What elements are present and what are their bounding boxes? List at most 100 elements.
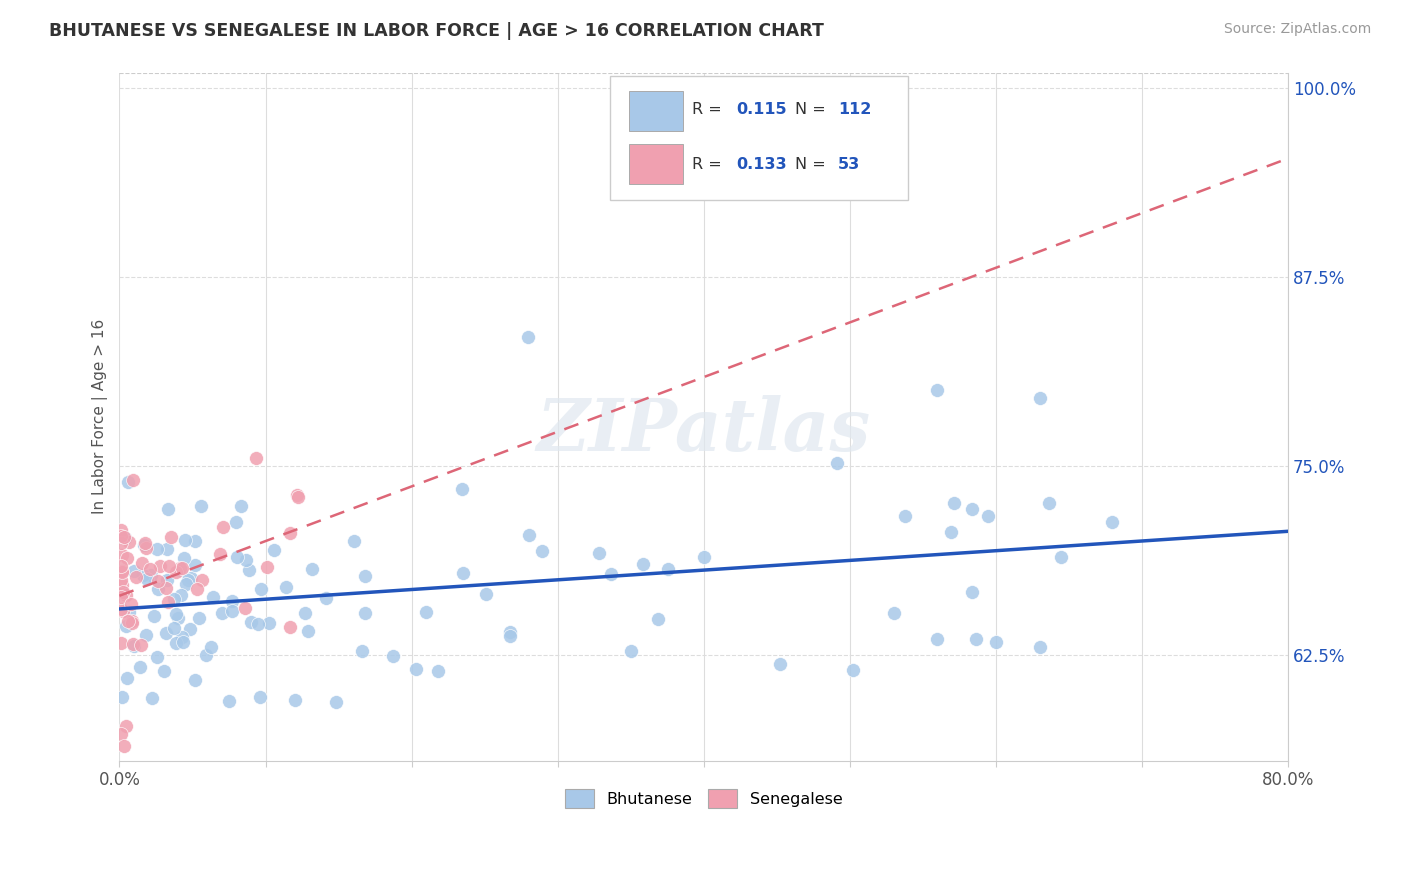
Point — [925, 632, 948, 647]
Point — [135, 628, 157, 642]
Point — [186, 582, 208, 596]
Point — [110, 523, 132, 537]
Point — [939, 525, 962, 540]
Text: ZIPatlas: ZIPatlas — [537, 395, 870, 467]
Point — [475, 587, 498, 601]
Point — [163, 621, 186, 635]
Point — [600, 566, 623, 581]
Point — [135, 541, 157, 556]
Point — [285, 487, 308, 501]
Text: Source: ZipAtlas.com: Source: ZipAtlas.com — [1223, 22, 1371, 37]
Point — [986, 635, 1008, 649]
Point — [195, 648, 218, 663]
Point — [1038, 496, 1060, 510]
Point — [200, 640, 222, 655]
Point — [110, 573, 132, 587]
Text: 112: 112 — [838, 102, 872, 117]
Point — [517, 527, 540, 541]
Point — [184, 558, 207, 573]
Point — [179, 622, 201, 636]
Point — [588, 545, 610, 559]
Point — [451, 566, 474, 581]
Point — [121, 473, 143, 487]
Point — [170, 562, 193, 576]
Point — [184, 534, 207, 549]
Point — [121, 614, 143, 628]
Point — [143, 608, 166, 623]
Point — [274, 580, 297, 594]
Legend: Bhutanese, Senegalese: Bhutanese, Senegalese — [558, 782, 849, 814]
Point — [173, 551, 195, 566]
Point — [211, 606, 233, 620]
Point — [153, 664, 176, 678]
Point — [325, 695, 347, 709]
Point — [156, 542, 179, 557]
Point — [180, 571, 202, 585]
Point — [693, 550, 716, 565]
Point — [117, 535, 139, 549]
Point — [297, 624, 319, 638]
Point — [170, 588, 193, 602]
Point — [231, 500, 253, 514]
Point — [256, 559, 278, 574]
Point — [155, 625, 177, 640]
FancyBboxPatch shape — [628, 144, 683, 185]
Point — [114, 588, 136, 602]
Point — [110, 590, 132, 604]
Point — [278, 526, 301, 541]
Point — [278, 620, 301, 634]
Point — [146, 650, 169, 665]
Point — [225, 549, 247, 564]
Point — [235, 553, 257, 567]
Point — [451, 483, 474, 497]
Point — [221, 594, 243, 608]
Point — [122, 639, 145, 653]
Point — [177, 573, 200, 587]
Point — [170, 561, 193, 575]
Point — [165, 636, 187, 650]
Point — [165, 607, 187, 622]
Point — [115, 719, 138, 733]
Point — [225, 515, 247, 529]
Point — [184, 673, 207, 688]
Point — [238, 563, 260, 577]
Point — [111, 565, 134, 579]
Point — [517, 330, 540, 344]
Point — [249, 690, 271, 705]
Point — [111, 690, 134, 704]
Point — [218, 694, 240, 708]
Point — [1050, 549, 1073, 564]
Point — [146, 541, 169, 556]
Point — [160, 530, 183, 544]
Point — [110, 559, 132, 574]
Point — [620, 644, 643, 658]
Point — [157, 502, 180, 516]
Point — [166, 565, 188, 579]
Point — [965, 632, 987, 646]
Point — [148, 574, 170, 588]
FancyBboxPatch shape — [628, 91, 683, 131]
Point — [120, 597, 142, 611]
Text: 53: 53 — [838, 157, 860, 172]
Point — [117, 614, 139, 628]
Point — [122, 564, 145, 578]
Point — [118, 605, 141, 619]
Point — [1101, 516, 1123, 530]
Point — [202, 590, 225, 604]
Text: 0.115: 0.115 — [737, 102, 787, 117]
Point — [129, 639, 152, 653]
Text: 0.133: 0.133 — [737, 157, 787, 172]
Point — [257, 616, 280, 631]
Point — [121, 616, 143, 631]
Point — [128, 660, 150, 674]
Point — [146, 582, 169, 597]
Point — [156, 574, 179, 588]
Point — [115, 619, 138, 633]
Point — [208, 547, 231, 561]
Text: N =: N = — [794, 157, 831, 172]
Point — [110, 726, 132, 740]
Point — [157, 558, 180, 573]
Point — [139, 562, 162, 576]
Point — [111, 584, 134, 599]
Point — [221, 604, 243, 618]
